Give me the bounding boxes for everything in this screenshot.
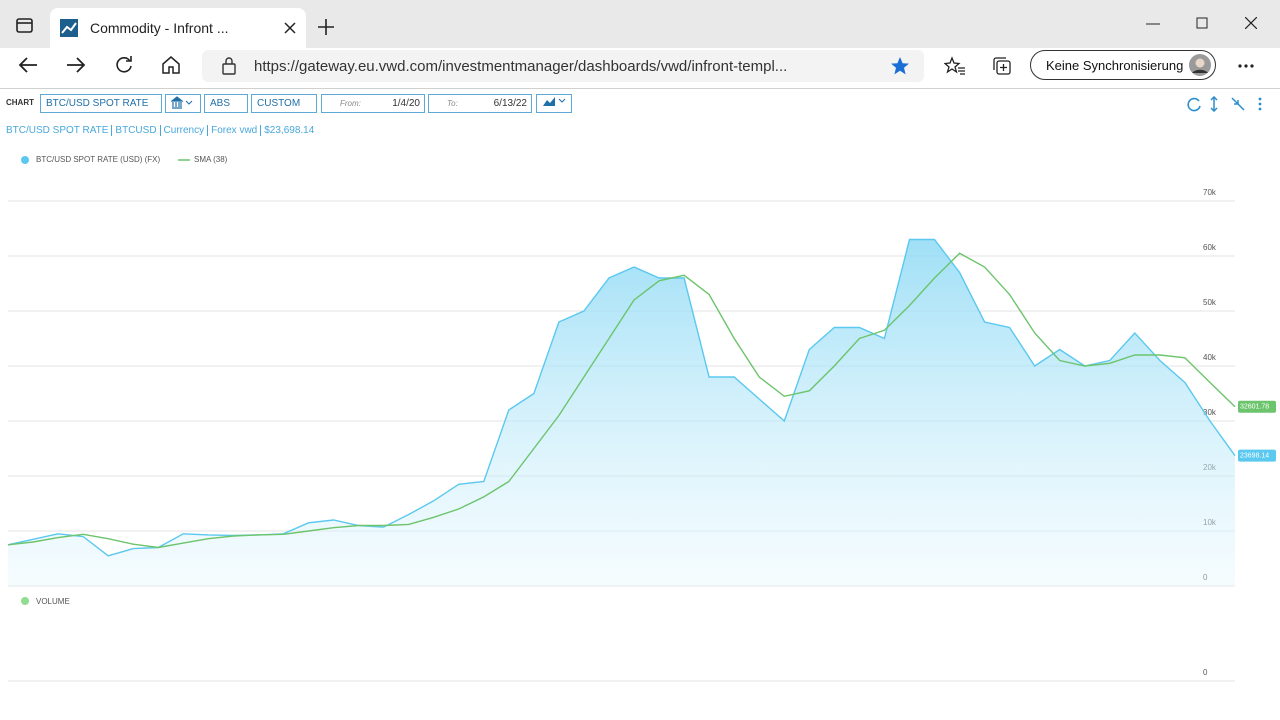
info-item[interactable]: BTCUSD — [111, 125, 160, 136]
legend-label: BTC/USD SPOT RATE (USD) (FX) — [36, 155, 160, 164]
period-select[interactable]: CUSTOM — [251, 94, 317, 113]
last-value-badge: 23698.14 — [1238, 449, 1276, 462]
chart-actions[interactable] — [1186, 96, 1266, 112]
mode: ABS — [210, 98, 231, 109]
maximize[interactable] — [1196, 17, 1208, 29]
favorites[interactable] — [944, 56, 966, 76]
tab-close[interactable] — [284, 22, 296, 34]
profile-label: Keine Synchronisierung — [1046, 58, 1184, 73]
volume-legend-marker — [21, 597, 29, 605]
value-label: 23698.14 — [1240, 453, 1269, 460]
period: CUSTOM — [257, 98, 301, 109]
y-tick-label: 70k — [1203, 188, 1217, 197]
to-input[interactable]: To: 6/13/22 — [428, 94, 532, 113]
sma-line — [7, 252, 1236, 549]
address-bar[interactable]: https://gateway.eu.vwd.com/investmentman… — [202, 50, 924, 82]
tab-bar: Commodity - Infront ... — [0, 0, 1280, 48]
url: https://gateway.eu.vwd.com/investmentman… — [254, 58, 788, 75]
from-date: 1/4/20 — [392, 98, 420, 109]
y-tick-label: 30k — [1203, 408, 1217, 417]
mode-select[interactable]: ABS — [204, 94, 248, 113]
info-item[interactable]: Forex vwd — [207, 125, 261, 136]
settings-menu[interactable] — [1238, 64, 1254, 68]
y-tick-label: 50k — [1203, 298, 1217, 307]
tab-title: Commodity - Infront ... — [90, 20, 229, 36]
back[interactable] — [18, 56, 38, 74]
chart-type-select[interactable] — [536, 94, 572, 113]
instrument-select[interactable]: BTC/USD SPOT RATE — [40, 94, 162, 113]
tab-favicon — [60, 19, 78, 37]
bank-icon — [170, 96, 193, 109]
from-input[interactable]: From: 1/4/20 — [321, 94, 425, 113]
area-fill — [8, 239, 1235, 586]
from-label: From: — [340, 99, 361, 108]
instrument-info: BTC/USD SPOT RATE BTCUSD Currency Forex vwd… — [6, 125, 318, 136]
badge-bg — [1238, 400, 1276, 413]
volume-legend: VOLUME — [36, 597, 70, 606]
info-item[interactable]: BTC/USD SPOT RATE — [6, 125, 109, 136]
legend-marker — [21, 156, 29, 164]
collections[interactable] — [992, 56, 1014, 76]
info-item[interactable]: Currency — [159, 125, 208, 136]
info-item: $23,698.14 — [260, 125, 318, 136]
tab[interactable]: Commodity - Infront ... — [50, 8, 306, 48]
forward[interactable] — [66, 56, 86, 74]
favorite-star[interactable] — [890, 56, 910, 76]
close-window[interactable] — [1245, 17, 1257, 29]
minimize[interactable] — [1146, 22, 1160, 26]
home[interactable] — [161, 55, 181, 75]
browser-chrome: Commodity - Infront ... https://gateway.… — [0, 0, 1280, 89]
tab-actions-icon[interactable] — [16, 18, 34, 34]
reload[interactable] — [114, 55, 134, 75]
profile-button[interactable]: Keine Synchronisierung — [1030, 50, 1216, 80]
instrument: BTC/USD SPOT RATE — [46, 98, 149, 109]
chart-type-icon — [543, 97, 566, 106]
y-tick-label: 40k — [1203, 353, 1217, 362]
last-value-badge: 32601.78 — [1238, 400, 1276, 413]
avatar — [1189, 54, 1211, 76]
toolbar-label: CHART — [6, 98, 34, 107]
lock-icon — [222, 57, 236, 75]
volume-tick-label: 0 — [1203, 668, 1208, 677]
exchange-select[interactable] — [165, 94, 201, 113]
to-date: 6/13/22 — [493, 98, 527, 109]
new-tab[interactable] — [318, 19, 334, 35]
badge-bg — [1238, 449, 1276, 462]
to-label: To: — [447, 99, 458, 108]
legend-label: SMA (38) — [194, 155, 228, 164]
price-line — [7, 238, 1236, 557]
value-label: 32601.78 — [1240, 404, 1269, 411]
y-tick-label: 60k — [1203, 243, 1217, 252]
